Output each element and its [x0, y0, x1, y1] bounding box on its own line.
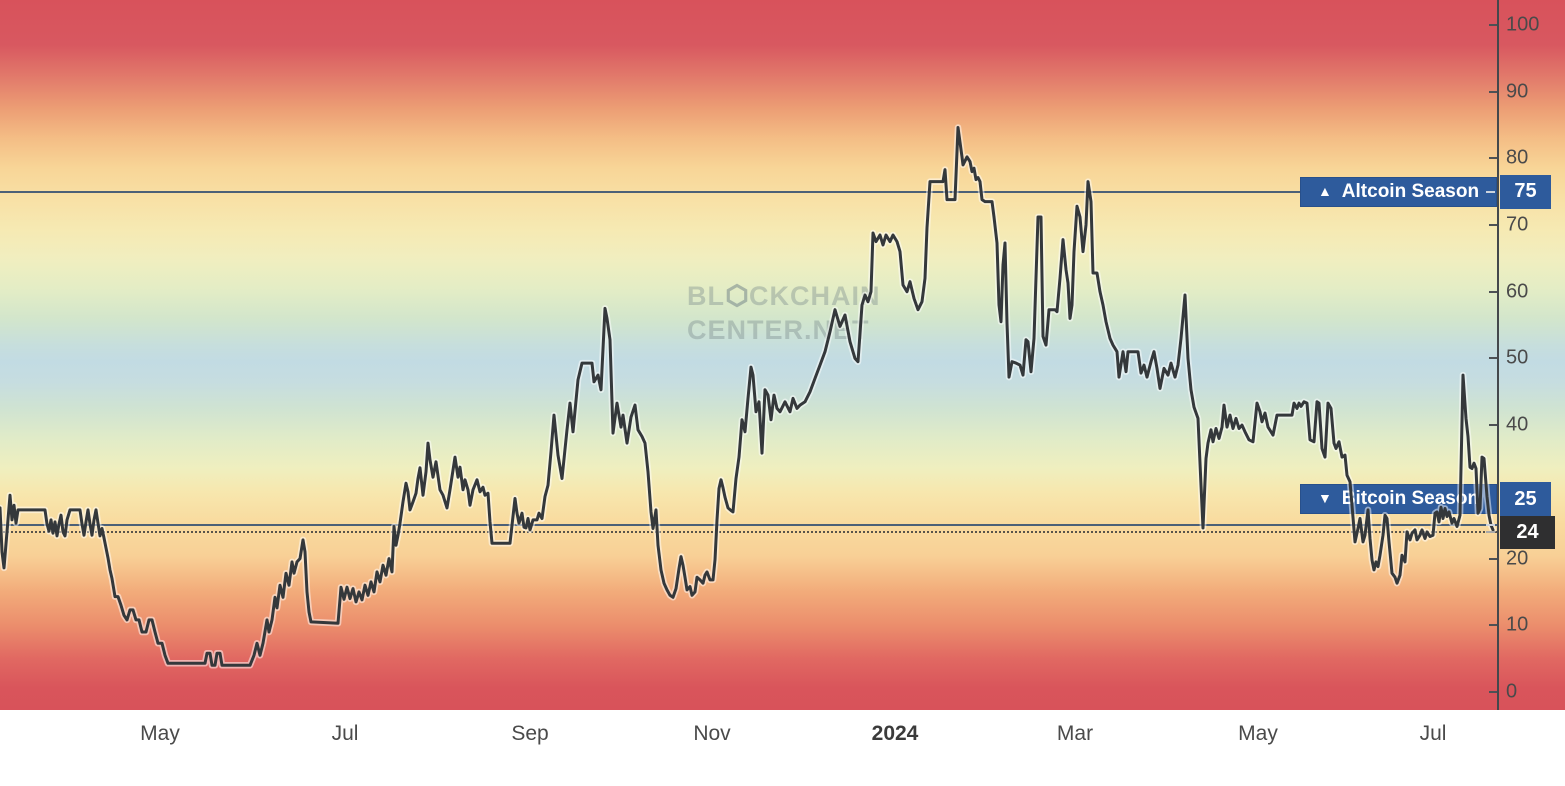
- x-tick-label-0: May: [140, 722, 180, 745]
- y-tick-label-50: 50: [1506, 346, 1529, 369]
- y-tick-80: [1489, 157, 1497, 160]
- y-tick-10: [1489, 624, 1497, 627]
- y-tick-label-100: 100: [1506, 13, 1540, 36]
- down-triangle-icon: ▼: [1317, 490, 1332, 507]
- altcoin-season-banner: ▲ Altcoin Season: [1300, 176, 1497, 207]
- y-tick-label-0: 0: [1506, 680, 1518, 703]
- y-tick-0: [1489, 691, 1497, 693]
- x-tick-label-5: Mar: [1056, 722, 1094, 745]
- bitcoin-tick-dash: [1486, 524, 1495, 527]
- y-tick-label-20: 20: [1506, 547, 1529, 570]
- y-tick-label-60: 60: [1506, 280, 1529, 303]
- bitcoin-season-banner: ▼ Bitcoin Season: [1300, 484, 1497, 515]
- y-tick-100: [1489, 23, 1497, 26]
- index-line: [0, 126, 1495, 667]
- y-tick-label-70: 70: [1506, 213, 1529, 236]
- altcoin-threshold-line: [0, 190, 1497, 193]
- x-tick-label-6: May: [1238, 722, 1278, 745]
- x-tick-label-3: Nov: [693, 722, 731, 745]
- y-tick-70: [1489, 223, 1497, 226]
- current-value-line: [0, 530, 1497, 533]
- hexagon-logo-icon: [726, 283, 748, 315]
- x-tick-label-1: Jul: [331, 722, 359, 745]
- y-tick-50: [1489, 357, 1497, 360]
- bitcoin-threshold-line: [0, 524, 1497, 527]
- index-line-series[interactable]: [0, 0, 1565, 710]
- altcoin-threshold-chip: 75: [1500, 174, 1551, 209]
- y-tick-label-80: 80: [1506, 146, 1529, 169]
- x-tick-label-2: Sep: [511, 722, 549, 745]
- y-tick-label-90: 90: [1506, 80, 1529, 103]
- y-tick-label-10: 10: [1506, 613, 1529, 636]
- bitcoin-season-label: Bitcoin Season: [1341, 488, 1480, 510]
- watermark-line1: BL CKCHAIN: [687, 281, 881, 315]
- y-tick-20: [1489, 557, 1497, 560]
- y-axis: [1497, 0, 1499, 710]
- watermark: BL CKCHAIN CENTER.NET: [687, 281, 881, 346]
- y-tick-40: [1489, 424, 1497, 427]
- index-line-halo: [0, 124, 1497, 669]
- y-tick-90: [1489, 90, 1497, 93]
- current-value-chip: 24: [1500, 515, 1555, 549]
- x-tick-label-7: Jul: [1419, 722, 1447, 745]
- altcoin-tick-dash: [1486, 190, 1495, 193]
- y-tick-label-40: 40: [1506, 413, 1529, 436]
- up-triangle-icon: ▲: [1317, 182, 1332, 199]
- x-axis: May Jul Sep Nov 2024 Mar May Jul: [0, 710, 1565, 786]
- altcoin-season-label: Altcoin Season: [1341, 180, 1480, 202]
- y-tick-60: [1489, 290, 1497, 293]
- x-tick-label-4: 2024: [871, 722, 919, 745]
- current-tick-dash: [1486, 530, 1495, 533]
- chart-plot-area: BL CKCHAIN CENTER.NET ▲ Altcoin Season ▼ …: [0, 0, 1565, 710]
- bitcoin-threshold-chip: 25: [1500, 482, 1551, 517]
